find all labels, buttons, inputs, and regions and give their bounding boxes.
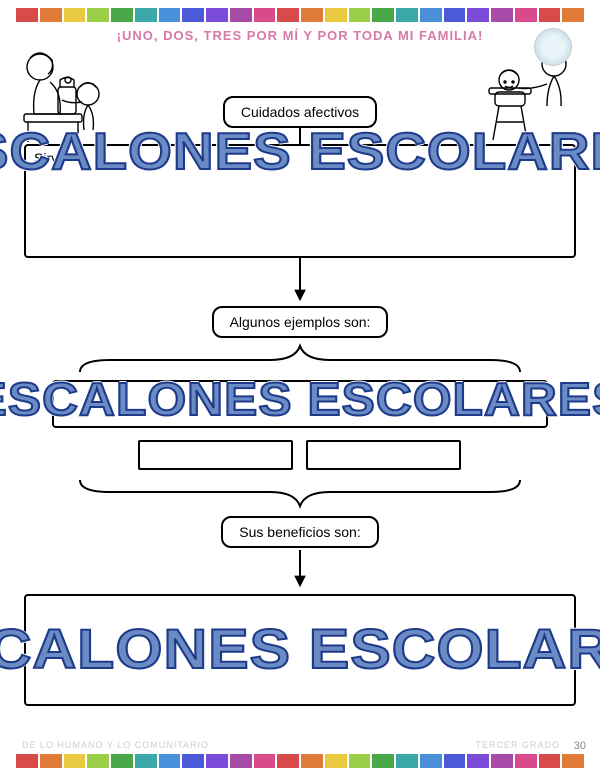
footer-left: DE LO HUMANO Y LO COMUNITARIO <box>22 740 209 750</box>
arrow-down-2-icon: ▼ <box>290 570 310 593</box>
page-number: 30 <box>574 740 586 752</box>
watermark-2: ESCALONES ESCOLARES <box>0 372 600 426</box>
watermark-3: ESCALONES ESCOLARES <box>0 616 600 681</box>
watermark-1: ESCALONES ESCOLARES <box>0 122 600 182</box>
page-title: ¡UNO, DOS, TRES POR MÍ Y POR TODA MI FAM… <box>0 28 600 43</box>
label-beneficios: Sus beneficios son: <box>221 516 378 548</box>
brace-bottom-icon <box>70 474 530 510</box>
label-ejemplos: Algunos ejemplos son: <box>212 306 389 338</box>
seal-icon <box>534 28 572 66</box>
color-bar-top <box>15 8 585 22</box>
color-bar-bottom <box>15 754 585 768</box>
box-example-a <box>138 440 293 470</box>
footer-right: TERCER GRADO <box>475 740 560 750</box>
arrow-down-icon: ▼ <box>290 284 310 307</box>
box-example-b <box>306 440 461 470</box>
